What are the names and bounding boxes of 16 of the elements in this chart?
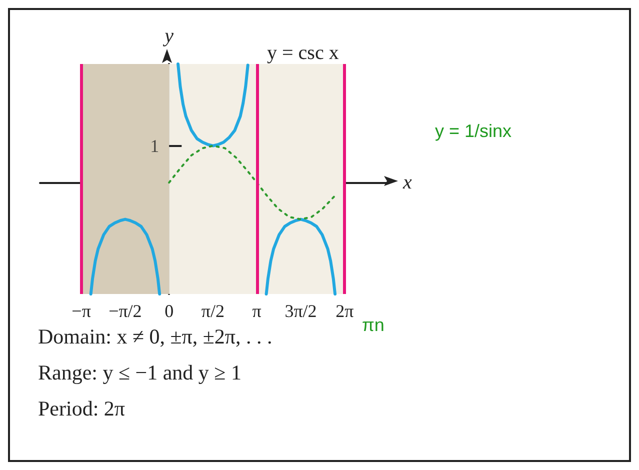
- x-tick-label: 2π: [336, 301, 354, 321]
- text: Period: 2π: [38, 396, 126, 420]
- x-tick-label: −π: [72, 301, 91, 321]
- y-axis-title: y: [162, 25, 174, 47]
- x-tick-label: 3π/2: [284, 301, 317, 321]
- x-tick-label: π/2: [201, 301, 225, 321]
- x-tick-label: 0: [164, 301, 174, 321]
- chart-title: y = csc x: [267, 42, 339, 64]
- x-tick-label: −π/2: [108, 301, 142, 321]
- text: Domain: x ≠ 0, ±π, ±2π, . . .: [38, 324, 272, 348]
- x-axis-title: x: [402, 172, 412, 194]
- text: Range: y ≤ −1 and y ≥ 1: [38, 360, 242, 384]
- text: πn: [362, 315, 384, 335]
- annotation: 1: [150, 136, 160, 156]
- text: y = 1/sinx: [435, 121, 512, 141]
- x-tick-label: π: [252, 301, 262, 321]
